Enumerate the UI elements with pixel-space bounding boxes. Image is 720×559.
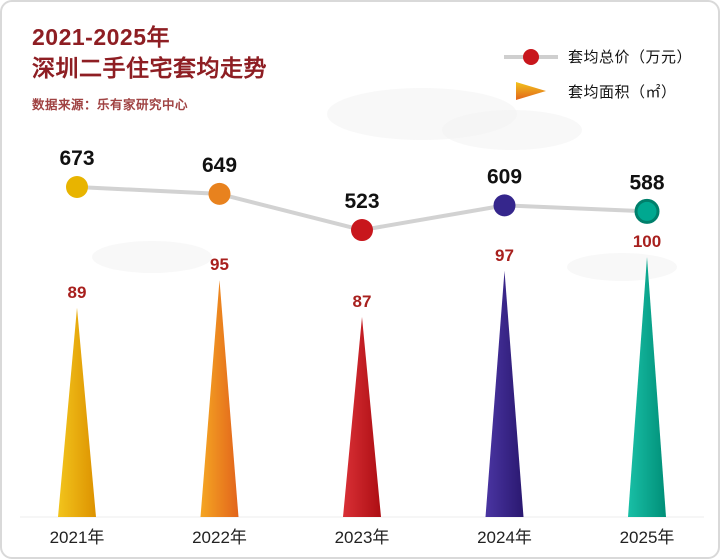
area-spike[interactable] <box>58 307 96 517</box>
price-dot[interactable] <box>351 219 373 242</box>
price-value-label: 649 <box>202 154 237 177</box>
data-source-note: 数据来源：乐有家研究中心 <box>32 98 189 113</box>
area-spike[interactable] <box>485 270 524 517</box>
area-value-label: 89 <box>68 283 87 302</box>
price-dot[interactable] <box>208 182 231 205</box>
x-axis-label: 2025年 <box>620 528 675 547</box>
price-value-label: 523 <box>344 190 379 213</box>
chart-title: 2021-2025年深圳二手住宅套均走势 <box>32 22 267 84</box>
price-value-label: 673 <box>59 147 94 170</box>
area-spike[interactable] <box>200 280 239 517</box>
x-axis-label: 2024年 <box>477 528 532 547</box>
cloud-decoration <box>567 253 677 281</box>
legend-row-area: 套均面积（㎡） <box>502 80 692 102</box>
area-legend-label: 套均面积（㎡） <box>567 83 677 101</box>
price-dot[interactable] <box>634 198 660 224</box>
cloud-decoration <box>442 110 582 150</box>
title-line-2: 深圳二手住宅套均走势 <box>32 55 267 82</box>
legend-row-price: 套均总价（万元） <box>502 46 692 67</box>
area-spike[interactable] <box>628 257 666 517</box>
legend: 套均总价（万元） 套均面积（㎡） <box>502 46 692 102</box>
price-dot[interactable] <box>493 194 516 217</box>
area-spike[interactable] <box>343 317 381 517</box>
cloud-decoration <box>92 241 212 273</box>
chart-header: 2021-2025年深圳二手住宅套均走势 数据来源：乐有家研究中心 <box>32 22 267 113</box>
area-series-legend-icon <box>515 82 546 100</box>
price-value-label: 609 <box>487 165 522 188</box>
x-axis-label: 2022年 <box>192 528 247 547</box>
price-legend-label: 套均总价（万元） <box>567 49 692 66</box>
price-dot[interactable] <box>66 176 88 198</box>
x-axis-label: 2023年 <box>335 528 390 547</box>
area-value-label: 97 <box>495 246 514 265</box>
title-line-1: 2021-2025年 <box>32 24 170 50</box>
price-series-legend-icon <box>503 48 558 65</box>
area-value-label: 87 <box>353 292 372 311</box>
x-axis-label: 2021年 <box>50 528 105 547</box>
price-value-label: 588 <box>629 171 664 194</box>
area-value-label: 95 <box>210 255 229 274</box>
area-value-label: 100 <box>633 232 661 251</box>
